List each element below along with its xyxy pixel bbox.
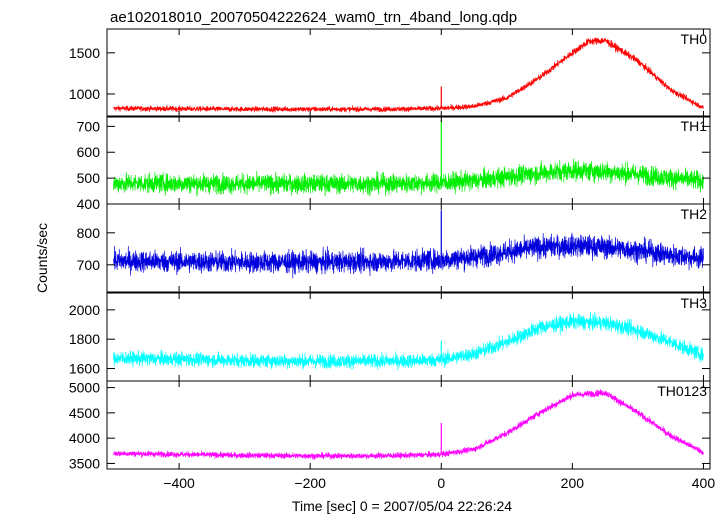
panel-label: TH2 (681, 206, 708, 222)
panel-th0123: 3500 4000 4500 5000 TH0123 (69, 380, 711, 471)
panel-th2: 700 800 TH2 (77, 203, 711, 293)
y-tick-label: 800 (77, 225, 101, 241)
panel-frame (106, 380, 711, 470)
x-tick-label: 400 (692, 475, 716, 491)
panel-th1: 400 500 600 700 TH1 (77, 115, 711, 212)
x-tick-label: 0 (437, 475, 445, 491)
series-line-th3 (113, 311, 704, 371)
panel-th0: 1000 1500 TH0 (69, 28, 711, 118)
panel-frame (106, 28, 711, 118)
chart-title: ae102018010_20070504222624_wam0_trn_4ban… (110, 9, 517, 26)
y-tick-label: 4000 (69, 430, 100, 446)
y-tick-label: 1600 (69, 361, 100, 377)
panel-label: TH1 (681, 118, 708, 134)
panel-label: TH3 (681, 295, 708, 311)
y-tick-label: 1800 (69, 331, 100, 347)
y-tick-label: 700 (77, 118, 101, 134)
y-tick-label: 1500 (69, 45, 100, 61)
y-tick-label: 2000 (69, 302, 100, 318)
y-tick-label: 3500 (69, 455, 100, 471)
series-line-th0123 (113, 389, 704, 460)
series-line-th2 (113, 232, 704, 279)
panel-label: TH0 (681, 31, 708, 47)
panel-th3: 1600 1800 2000 TH3 (69, 292, 711, 382)
y-tick-label: 500 (77, 170, 101, 186)
series-line-th0 (113, 37, 704, 113)
x-axis-label: Time [sec] 0 = 2007/05/04 22:26:24 (292, 498, 512, 514)
y-tick-label: 1000 (69, 86, 100, 102)
y-axis-label: Counts/sec (34, 223, 50, 293)
y-tick-label: 400 (77, 196, 101, 212)
panel-frame (106, 203, 711, 293)
y-tick-label: 600 (77, 144, 101, 160)
panel-label: TH0123 (657, 383, 707, 399)
x-tick-label: −400 (163, 475, 195, 491)
x-tick-label: 200 (561, 475, 585, 491)
series-line-th1 (113, 158, 704, 197)
y-tick-label: 4500 (69, 405, 100, 421)
x-tick-label: −200 (294, 475, 326, 491)
y-tick-label: 700 (77, 257, 101, 273)
y-tick-label: 5000 (69, 380, 100, 396)
